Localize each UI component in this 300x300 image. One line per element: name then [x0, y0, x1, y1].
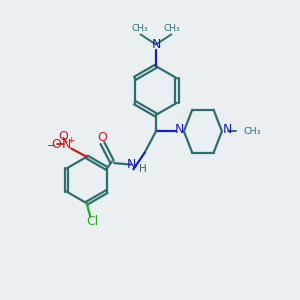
Text: N: N [151, 38, 160, 51]
Text: N: N [175, 123, 184, 136]
Text: −: − [47, 141, 56, 152]
Text: O: O [51, 138, 61, 151]
Text: CH₃: CH₃ [244, 127, 261, 136]
Text: Cl: Cl [86, 215, 98, 228]
Text: N: N [127, 158, 136, 171]
Text: O: O [58, 130, 68, 143]
Text: CH₃: CH₃ [164, 24, 181, 33]
Text: N: N [62, 138, 71, 151]
Text: +: + [68, 136, 75, 145]
Text: CH₃: CH₃ [131, 24, 148, 33]
Text: N: N [223, 123, 232, 136]
Text: H: H [139, 164, 147, 174]
Text: O: O [98, 131, 107, 144]
